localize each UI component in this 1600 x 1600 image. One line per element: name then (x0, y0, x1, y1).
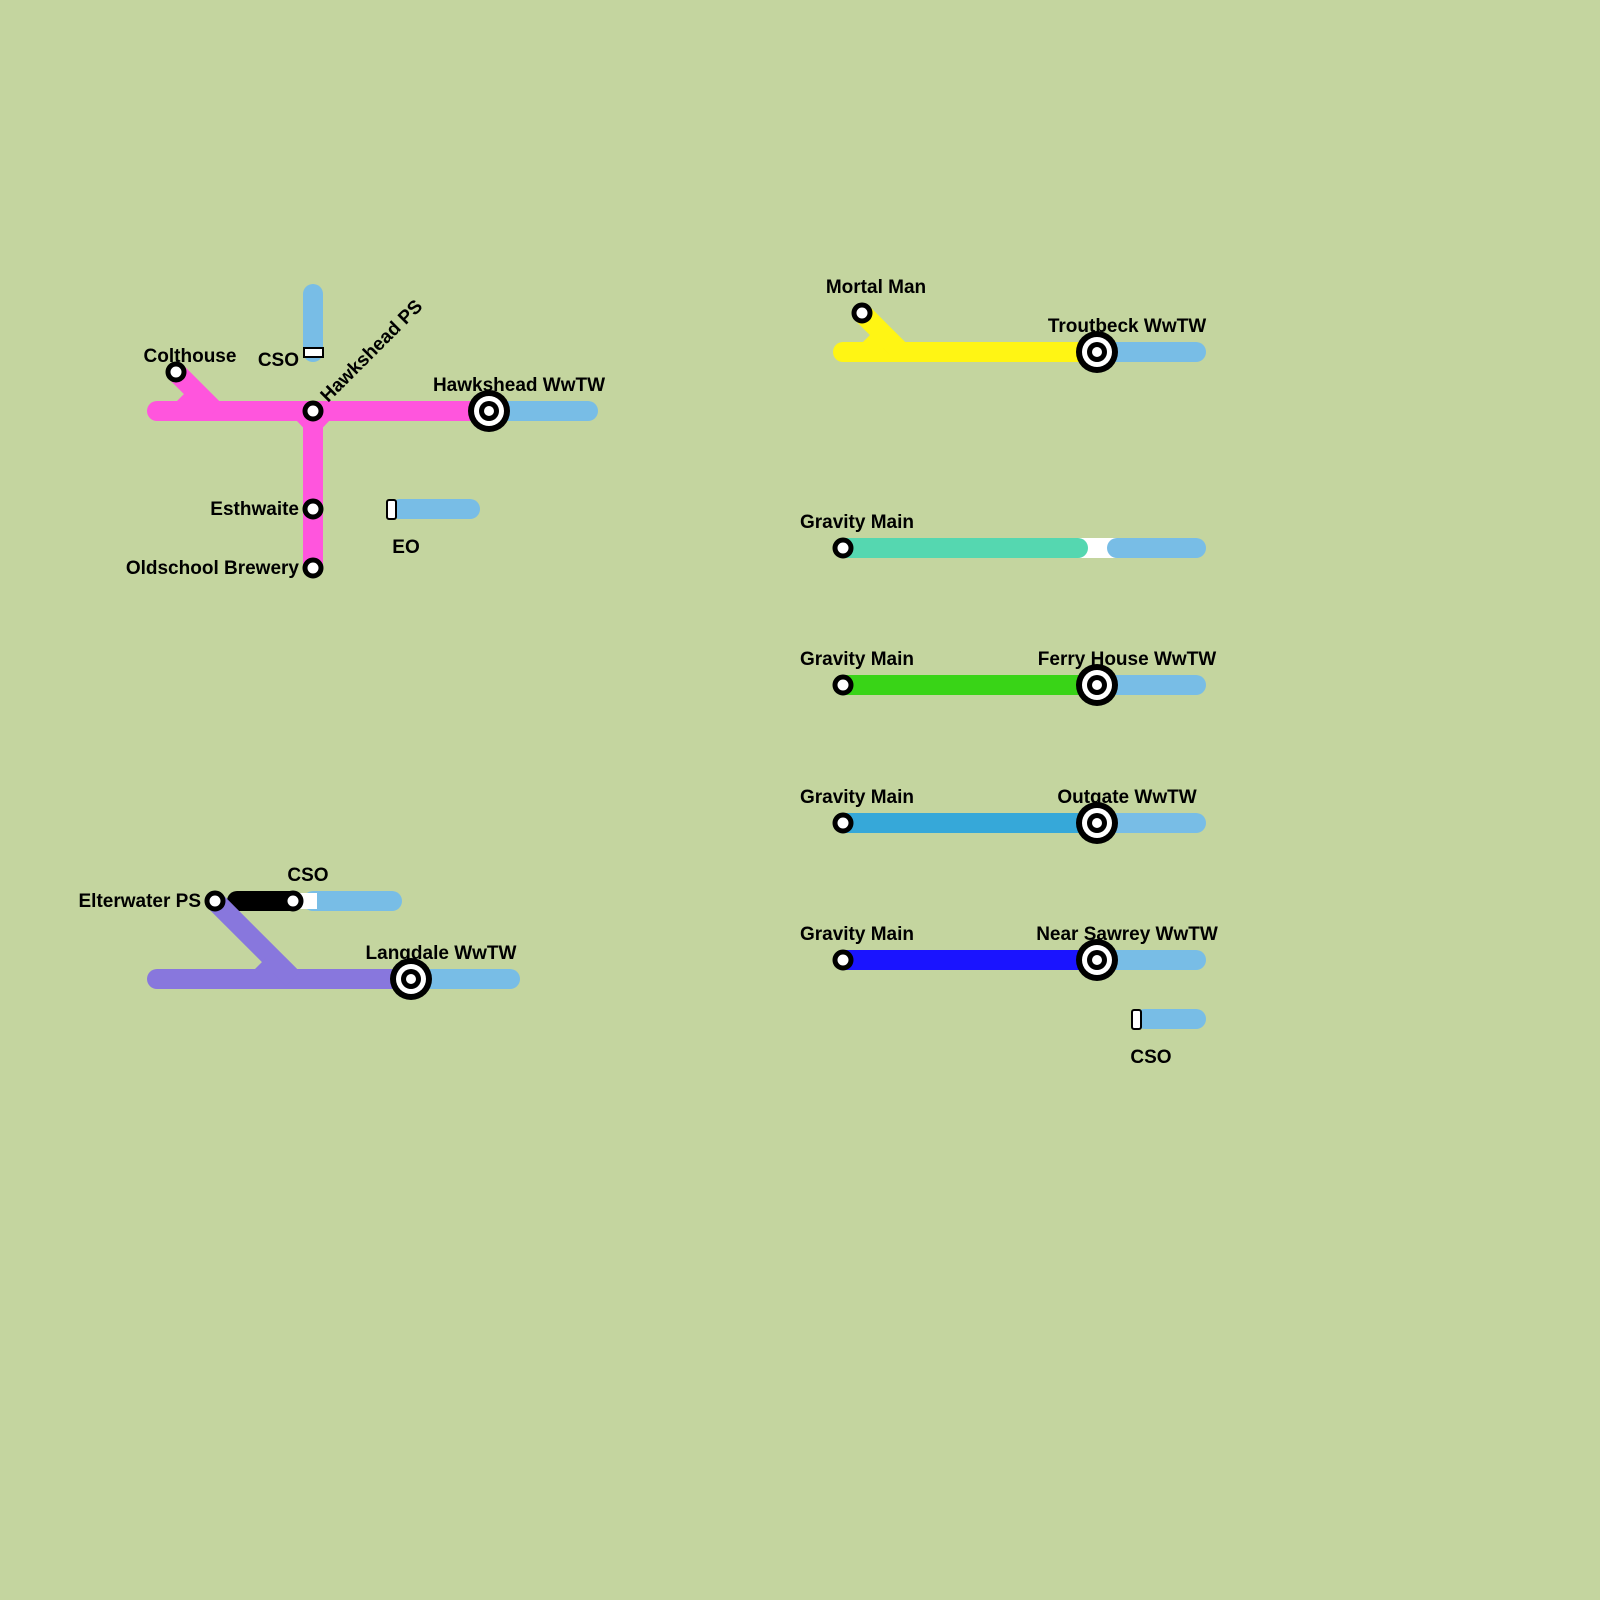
label-troutbeck-wwtw: Troutbeck WwTW (1048, 316, 1206, 337)
label-outgate-wwtw: Outgate WwTW (1057, 787, 1196, 808)
label-cso: CSO (287, 865, 328, 886)
junction-fillet (296, 420, 330, 438)
station-esthwaite[interactable] (302, 498, 324, 520)
station-langdale-wwtw[interactable] (390, 958, 432, 1000)
station-gravity-main[interactable] (832, 674, 854, 696)
label-gravity-main: Gravity Main (800, 787, 914, 808)
station-near-sawrey-wwtw[interactable] (1076, 939, 1118, 981)
outgate-network: Gravity Main Outgate WwTW (800, 787, 1206, 844)
label-cso: CSO (1130, 1047, 1171, 1068)
troutbeck-network: Mortal Man Troutbeck WwTW (826, 277, 1206, 373)
station-troutbeck-wwtw[interactable] (1076, 331, 1118, 373)
station-cso[interactable] (282, 890, 304, 912)
label-langdale-wwtw: Langdale WwTW (366, 943, 517, 964)
station-mortal-man[interactable] (851, 302, 873, 324)
langdale-network: Elterwater PS CSO Langdale WwTW (79, 865, 520, 1000)
station-gravity-main[interactable] (832, 949, 854, 971)
label-elterwater-ps: Elterwater PS (79, 891, 202, 912)
station-gravity-main[interactable] (832, 537, 854, 559)
label-ferry-house-wwtw: Ferry House WwTW (1038, 649, 1216, 670)
station-ferry-house-wwtw[interactable] (1076, 664, 1118, 706)
ferry-house-network: Gravity Main Ferry House WwTW (800, 649, 1216, 706)
station-elterwater-ps[interactable] (204, 890, 226, 912)
label-colthouse: Colthouse (144, 346, 237, 367)
cso-marker[interactable] (1131, 1009, 1142, 1030)
station-hawkshead-wwtw[interactable] (468, 390, 510, 432)
station-gravity-main[interactable] (832, 812, 854, 834)
cso-marker[interactable] (303, 347, 324, 358)
label-esthwaite: Esthwaite (210, 499, 299, 520)
label-near-sawrey-wwtw: Near Sawrey WwTW (1036, 924, 1218, 945)
label-gravity-main: Gravity Main (800, 924, 914, 945)
elterwater-branch (207, 893, 301, 987)
teal-network: Gravity Main (800, 512, 1206, 559)
branch-fillet (254, 958, 280, 970)
gap (1078, 538, 1118, 558)
label-gravity-main: Gravity Main (800, 649, 914, 670)
eo-marker[interactable] (386, 499, 397, 520)
near-sawrey-network: Gravity Main Near Sawrey WwTW CSO (800, 924, 1218, 1068)
label-cso: CSO (258, 350, 299, 371)
label-gravity-main: Gravity Main (800, 512, 914, 533)
label-hawkshead-wwtw: Hawkshead WwTW (433, 375, 605, 396)
station-hawkshead-ps[interactable] (302, 400, 324, 422)
branch-fillet (862, 329, 890, 343)
station-outgate-wwtw[interactable] (1076, 802, 1118, 844)
station-colthouse[interactable] (165, 361, 187, 383)
label-oldschool-brewery: Oldschool Brewery (126, 558, 300, 579)
station-oldschool-brewery[interactable] (302, 557, 324, 579)
label-mortal-man: Mortal Man (826, 277, 926, 298)
colthouse-fillet (176, 388, 205, 402)
label-eo: EO (392, 537, 419, 558)
